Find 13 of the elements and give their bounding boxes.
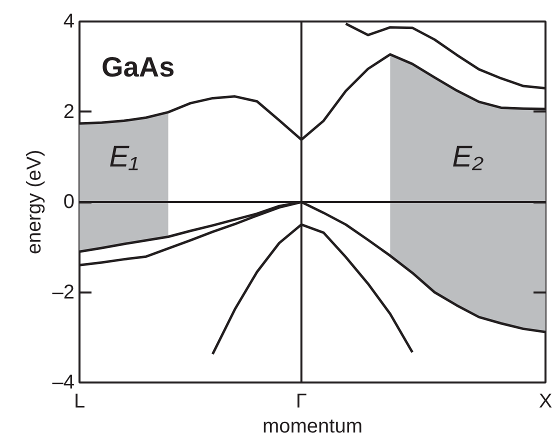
y-axis-title: energy (eV) xyxy=(23,150,46,254)
y-tick-label: –2 xyxy=(52,281,75,304)
annotation: E₁ xyxy=(109,140,139,174)
x-tick-label: X xyxy=(538,390,552,412)
y-tick-label: 0 xyxy=(63,191,74,213)
x-axis-title: momentum xyxy=(262,416,363,438)
x-tick-label: L xyxy=(74,390,86,412)
y-tick-label: 2 xyxy=(63,100,74,123)
x-tick-label: Γ xyxy=(296,390,307,412)
text: GaAs xyxy=(102,52,175,82)
y-tick-label: –4 xyxy=(52,372,75,394)
annotation: E₂ xyxy=(452,140,484,174)
y-tick-label: 4 xyxy=(63,10,74,32)
